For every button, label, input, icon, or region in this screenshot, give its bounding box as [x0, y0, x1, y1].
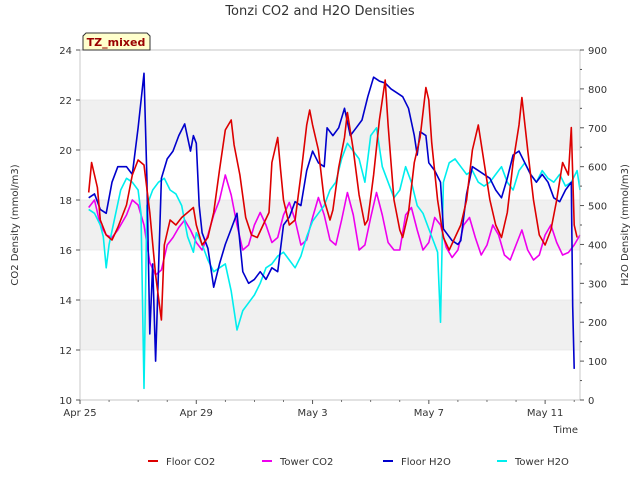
legend-label-floor-h2o: Floor H2O [401, 457, 451, 468]
y-right-tick-label: 300 [588, 279, 607, 290]
chart-title: Tonzi CO2 and H2O Densities [224, 4, 415, 19]
y-left-tick-label: 12 [59, 346, 72, 357]
grid-band [80, 300, 580, 350]
site-badge-box [82, 32, 151, 51]
legend: Floor CO2 Tower CO2 Floor H2O Tower H2O [148, 457, 569, 468]
grid-band [80, 50, 580, 100]
y-right-tick-label: 900 [588, 46, 607, 57]
x-axis-label: Time [553, 425, 578, 436]
series-line-tower-co2 [88, 174, 581, 276]
x-tick-label: Apr 29 [180, 408, 213, 419]
y-right-tick-label: 500 [588, 202, 607, 213]
grid-band [80, 200, 580, 250]
right-axis: 0 100 200 300 400 500 600 700 800 900 [580, 46, 607, 407]
x-tick-label: Apr 25 [63, 408, 96, 419]
legend-label-floor-co2: Floor CO2 [166, 457, 215, 468]
y-left-tick-label: 24 [59, 46, 72, 57]
y-right-tick-label: 200 [588, 318, 607, 329]
series-line-tower-h2o [88, 127, 581, 390]
site-badge: TZ_mixed [82, 32, 151, 51]
y-left-tick-label: 20 [59, 146, 72, 157]
y-right-tick-label: 600 [588, 163, 607, 174]
y-left-tick-label: 16 [59, 246, 72, 257]
grid-band [80, 100, 580, 150]
x-tick-label: May 7 [414, 408, 444, 419]
series-layer [87, 72, 581, 390]
x-tick-label: May 3 [297, 408, 327, 419]
y-right-tick-label: 0 [588, 396, 594, 407]
y-left-tick-label: 10 [59, 396, 72, 407]
legend-label-tower-co2: Tower CO2 [279, 457, 333, 468]
y-axis-left-label: CO2 Density (mmol/m3) [10, 164, 21, 285]
y-right-tick-label: 100 [588, 357, 607, 368]
series-line-floor-co2 [87, 79, 578, 321]
grid-band [80, 350, 580, 400]
y-axis-right-label: H2O Density (mmol/m3) [620, 164, 631, 286]
y-left-tick-label: 14 [59, 296, 72, 307]
y-right-tick-label: 800 [588, 85, 607, 96]
left-axis: 10 12 14 16 18 20 22 24 [59, 46, 80, 407]
y-right-tick-label: 400 [588, 240, 607, 251]
x-axis: Apr 25 Apr 29 May 3 May 7 May 11 [63, 400, 575, 419]
site-badge-label: TZ_mixed [87, 36, 146, 49]
x-tick-label: May 11 [527, 408, 564, 419]
y-right-tick-label: 700 [588, 124, 607, 135]
y-left-tick-label: 18 [59, 196, 72, 207]
grid-bands [80, 49, 580, 401]
legend-label-tower-h2o: Tower H2O [514, 457, 569, 468]
series-line-floor-h2o [88, 72, 575, 369]
y-left-tick-label: 22 [59, 96, 72, 107]
